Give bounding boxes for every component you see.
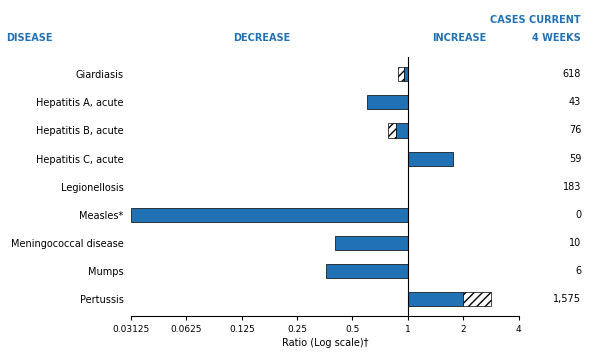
Bar <box>335 236 408 250</box>
Bar <box>388 123 396 137</box>
Text: 618: 618 <box>563 69 581 79</box>
Text: 10: 10 <box>569 238 581 248</box>
Text: 76: 76 <box>569 126 581 135</box>
Bar <box>326 264 408 278</box>
Bar <box>403 67 408 81</box>
Text: 6: 6 <box>575 266 581 276</box>
Text: 1,575: 1,575 <box>553 294 581 304</box>
Text: 183: 183 <box>563 182 581 192</box>
Text: CASES CURRENT: CASES CURRENT <box>491 15 581 25</box>
Bar <box>408 151 452 165</box>
X-axis label: Ratio (Log scale)†: Ratio (Log scale)† <box>281 338 368 348</box>
Bar <box>131 208 408 222</box>
Text: DECREASE: DECREASE <box>234 33 291 43</box>
Text: 43: 43 <box>569 97 581 107</box>
Text: 0: 0 <box>575 210 581 220</box>
Bar <box>396 123 408 137</box>
Bar <box>398 67 403 81</box>
Bar <box>463 292 492 306</box>
Text: INCREASE: INCREASE <box>432 33 486 43</box>
Bar <box>367 95 408 109</box>
Text: DISEASE: DISEASE <box>6 33 52 43</box>
Text: 59: 59 <box>569 154 581 164</box>
Bar <box>408 292 463 306</box>
Text: 4 WEEKS: 4 WEEKS <box>532 33 581 43</box>
